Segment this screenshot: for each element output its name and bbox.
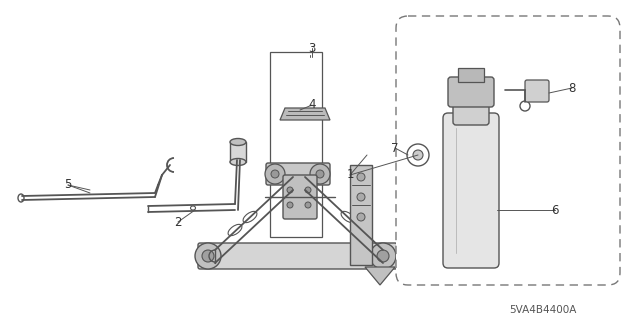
- Circle shape: [357, 173, 365, 181]
- Bar: [350, 165, 372, 265]
- FancyBboxPatch shape: [443, 113, 499, 268]
- Circle shape: [305, 202, 311, 208]
- Polygon shape: [365, 267, 395, 285]
- Circle shape: [316, 170, 324, 178]
- FancyBboxPatch shape: [448, 77, 494, 107]
- Circle shape: [287, 187, 293, 193]
- Bar: [458, 68, 484, 82]
- Circle shape: [377, 250, 389, 262]
- FancyBboxPatch shape: [396, 16, 620, 285]
- FancyBboxPatch shape: [283, 175, 317, 219]
- Circle shape: [413, 150, 423, 160]
- Bar: [230, 142, 246, 162]
- Text: 5: 5: [64, 179, 72, 191]
- Text: 7: 7: [391, 142, 399, 154]
- Text: 1: 1: [346, 168, 354, 182]
- Polygon shape: [280, 108, 330, 120]
- Circle shape: [202, 250, 214, 262]
- Ellipse shape: [230, 138, 246, 145]
- FancyBboxPatch shape: [525, 80, 549, 102]
- Circle shape: [357, 193, 365, 201]
- FancyBboxPatch shape: [198, 243, 397, 269]
- Circle shape: [357, 213, 365, 221]
- Ellipse shape: [230, 159, 246, 166]
- Circle shape: [265, 164, 285, 184]
- Text: 4: 4: [308, 99, 316, 112]
- FancyBboxPatch shape: [453, 97, 489, 125]
- Circle shape: [305, 187, 311, 193]
- Text: 2: 2: [174, 216, 182, 228]
- Circle shape: [195, 243, 221, 269]
- Text: 8: 8: [568, 81, 576, 94]
- Text: 5VA4B4400A: 5VA4B4400A: [509, 305, 577, 315]
- Bar: [270, 52, 322, 237]
- Text: 6: 6: [551, 204, 559, 217]
- Circle shape: [310, 164, 330, 184]
- Circle shape: [370, 243, 396, 269]
- FancyBboxPatch shape: [266, 163, 330, 185]
- Circle shape: [271, 170, 279, 178]
- Text: 3: 3: [308, 41, 316, 55]
- Circle shape: [287, 202, 293, 208]
